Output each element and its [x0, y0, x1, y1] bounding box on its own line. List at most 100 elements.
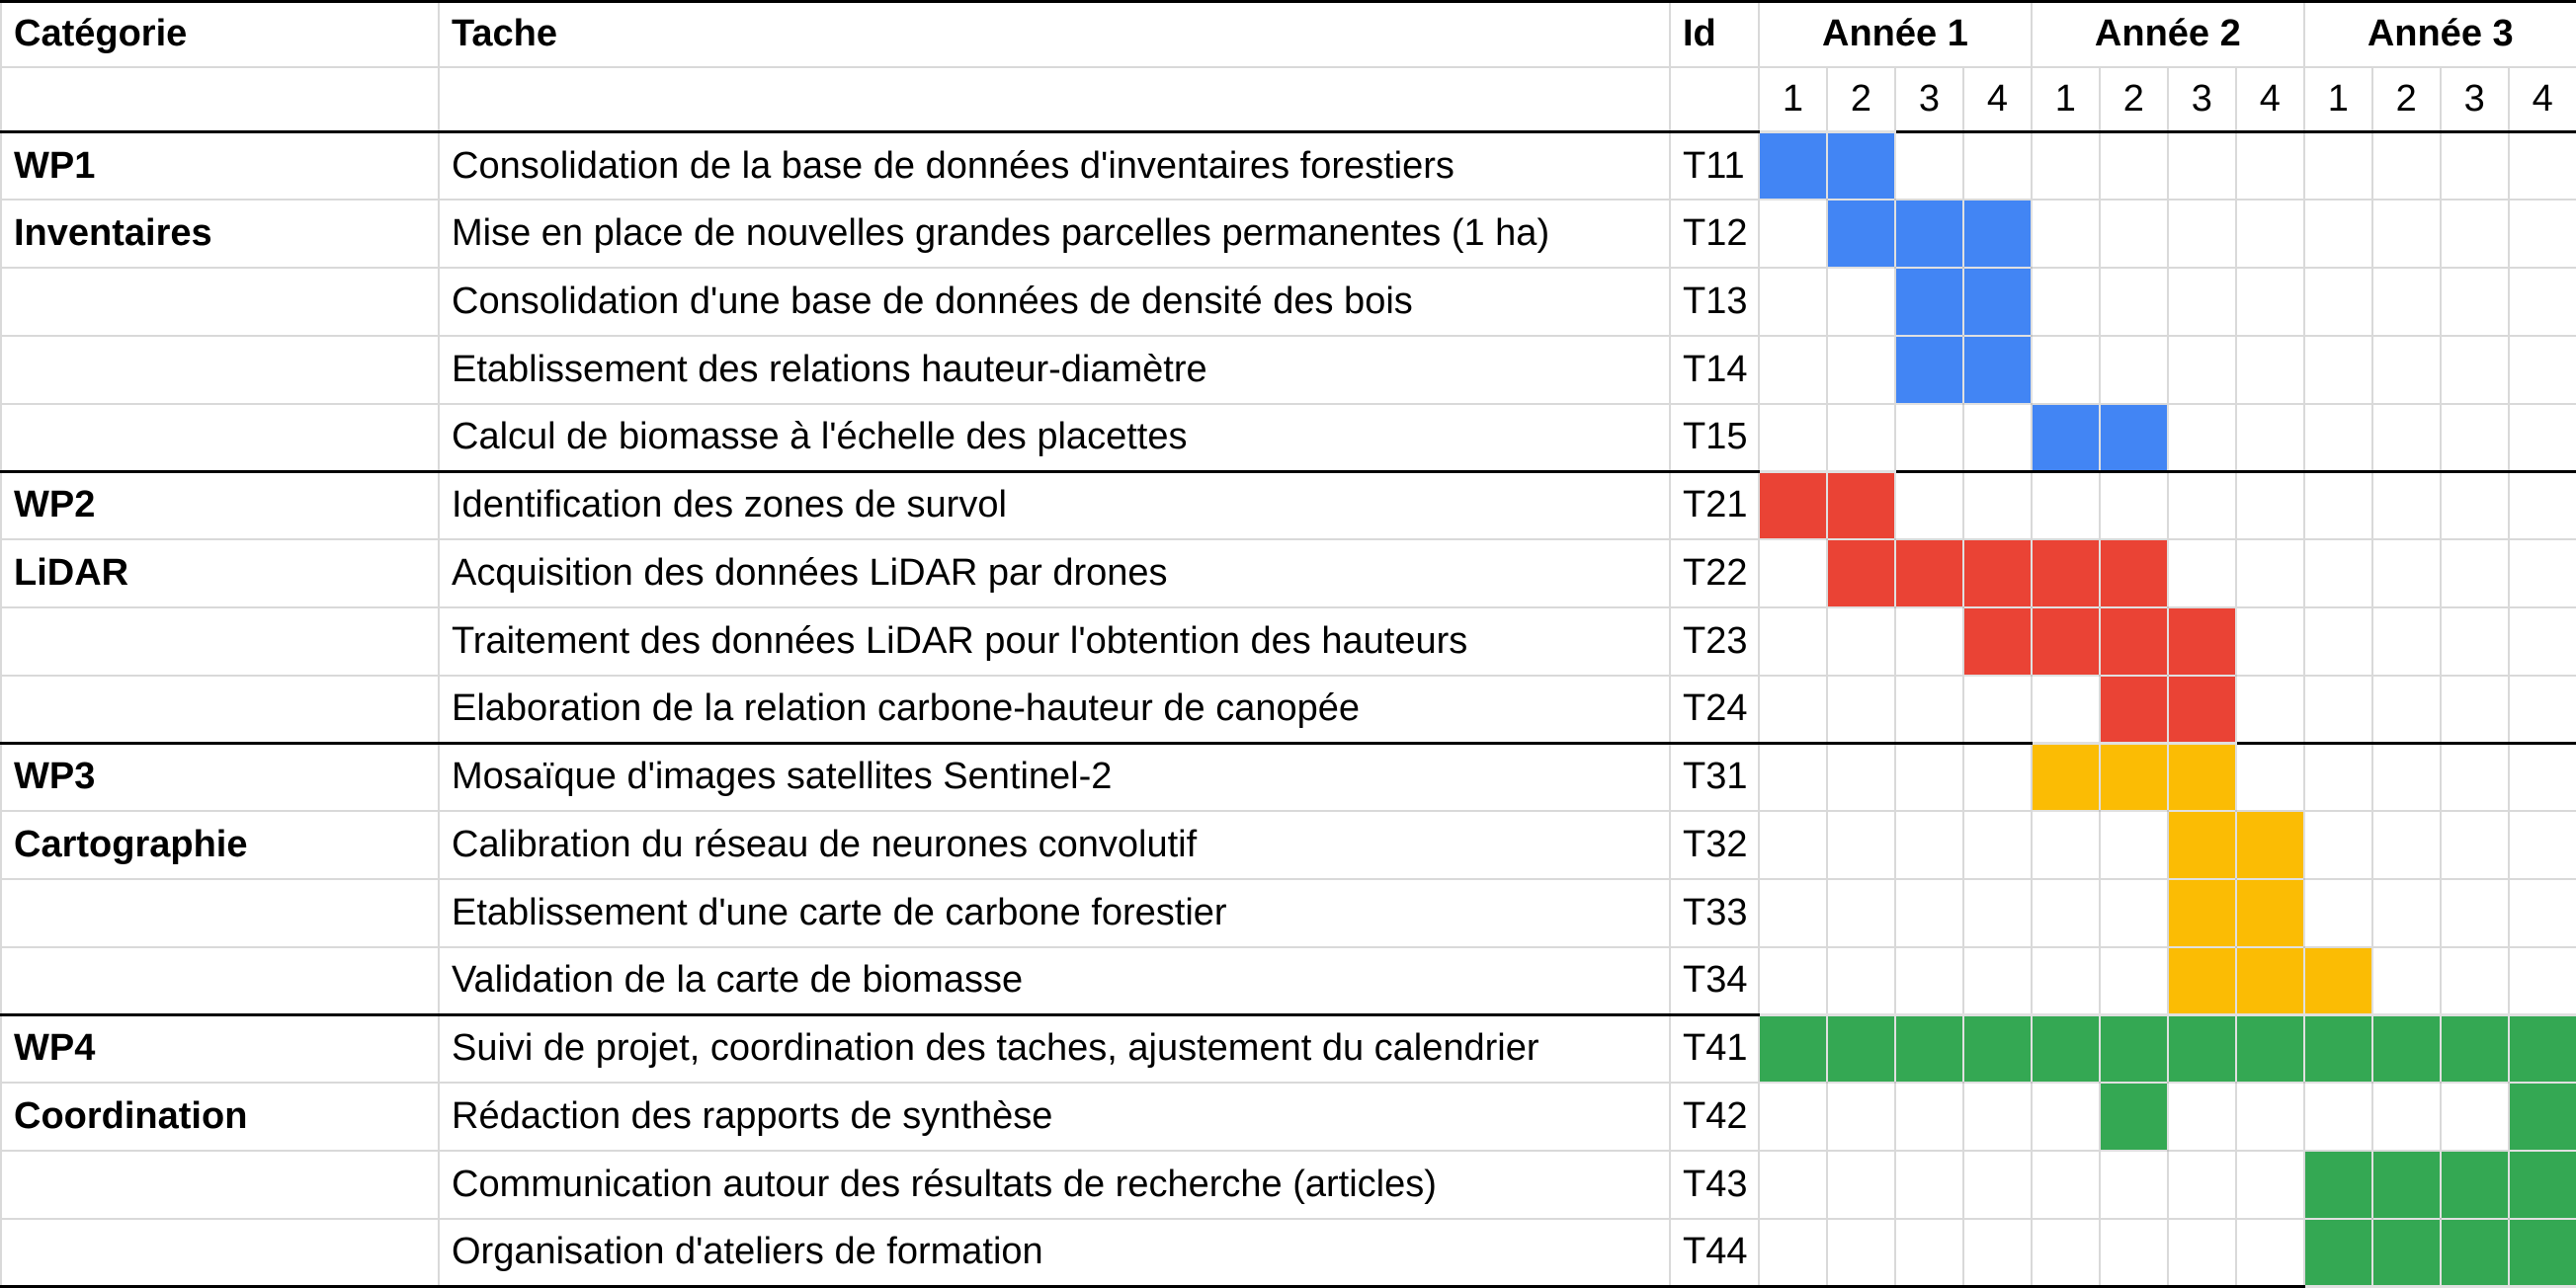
task-id: T24	[1669, 674, 1760, 745]
gantt-empty-cell	[1758, 810, 1828, 880]
gantt-empty-cell	[1961, 945, 2033, 1016]
quarter-header-y3-q4: 4	[2507, 65, 2576, 133]
gantt-empty-cell	[2370, 810, 2442, 880]
gantt-bar-cell	[2370, 1149, 2442, 1220]
gantt-empty-cell	[2439, 945, 2510, 1016]
gantt-bar-cell	[2166, 605, 2237, 677]
gantt-empty-cell	[2302, 1082, 2373, 1152]
gantt-empty-cell	[2234, 469, 2305, 540]
task-label: Validation de la carte de biomasse	[438, 945, 1671, 1016]
gantt-empty-cell	[2507, 334, 2576, 405]
task-row-t22: LiDAR Acquisition des données LiDAR par d…	[0, 538, 2576, 608]
task-label: Calcul de biomasse à l'échelle des place…	[438, 402, 1671, 473]
gantt-empty-cell	[2234, 674, 2305, 745]
gantt-empty-cell	[2234, 1082, 2305, 1152]
gantt-empty-cell	[2030, 469, 2101, 540]
gantt-empty-cell	[2166, 1149, 2237, 1220]
gantt-bar-cell	[2302, 1217, 2373, 1288]
gantt-empty-cell	[1961, 810, 2033, 880]
task-id: T43	[1669, 1149, 1760, 1220]
quarter-header-y2-q3: 3	[2166, 65, 2237, 133]
gantt-empty-cell	[2234, 605, 2305, 677]
task-row-t13: Consolidation d'une base de données de d…	[0, 267, 2576, 337]
gantt-bar-cell	[1825, 469, 1896, 540]
gantt-empty-cell	[2439, 402, 2510, 473]
gantt-bar-cell	[1961, 538, 2033, 608]
gantt-bar-cell	[1825, 538, 1896, 608]
gantt-empty-cell	[2166, 130, 2237, 201]
gantt-empty-cell	[2234, 334, 2305, 405]
gantt-empty-cell	[2098, 877, 2169, 948]
task-row-t12: Inventaires Mise en place de nouvelles gr…	[0, 199, 2576, 269]
task-label: Rédaction des rapports de synthèse	[438, 1082, 1671, 1152]
gantt-bar-cell	[1893, 334, 1964, 405]
task-label: Elaboration de la relation carbone-haute…	[438, 674, 1671, 745]
gantt-empty-cell	[2098, 1217, 2169, 1288]
task-id: T15	[1669, 402, 1760, 473]
gantt-empty-cell	[2507, 402, 2576, 473]
gantt-bar-cell	[2098, 674, 2169, 745]
gantt-empty-cell	[1758, 402, 1828, 473]
gantt-empty-cell	[1893, 402, 1964, 473]
category-empty-cell	[0, 1149, 440, 1220]
gantt-empty-cell	[1758, 877, 1828, 948]
gantt-bar-cell	[2370, 1012, 2442, 1084]
gantt-empty-cell	[2098, 945, 2169, 1016]
category-code: WP3	[0, 741, 440, 812]
gantt-bar-cell	[2030, 605, 2101, 677]
category-code: WP2	[0, 469, 440, 540]
gantt-empty-cell	[1893, 130, 1964, 201]
gantt-empty-cell	[1758, 1217, 1828, 1288]
gantt-bar-cell	[2234, 877, 2305, 948]
gantt-bar-cell	[2166, 945, 2237, 1016]
gantt-empty-cell	[2234, 267, 2305, 337]
gantt-empty-cell	[2234, 538, 2305, 608]
gantt-empty-cell	[1758, 334, 1828, 405]
gantt-empty-cell	[2507, 877, 2576, 948]
header-spacer	[1669, 65, 1760, 133]
gantt-empty-cell	[2098, 267, 2169, 337]
gantt-empty-cell	[2030, 1082, 2101, 1152]
gantt-empty-cell	[2370, 605, 2442, 677]
gantt-empty-cell	[1825, 945, 1896, 1016]
category-name: Coordination	[0, 1082, 440, 1152]
gantt-empty-cell	[2302, 538, 2373, 608]
task-id: T32	[1669, 810, 1760, 880]
gantt-empty-cell	[2030, 945, 2101, 1016]
gantt-empty-cell	[2370, 538, 2442, 608]
task-row-t24: Elaboration de la relation carbone-haute…	[0, 674, 2576, 745]
gantt-bar-cell	[2030, 538, 2101, 608]
gantt-empty-cell	[1961, 741, 2033, 812]
gantt-bar-cell	[2302, 945, 2373, 1016]
gantt-empty-cell	[1961, 469, 2033, 540]
task-label: Organisation d'ateliers de formation	[438, 1217, 1671, 1288]
gantt-bar-cell	[1893, 199, 1964, 269]
gantt-empty-cell	[2507, 130, 2576, 201]
gantt-empty-cell	[2166, 469, 2237, 540]
gantt-empty-cell	[2234, 1149, 2305, 1220]
gantt-empty-cell	[1825, 1217, 1896, 1288]
gantt-empty-cell	[1893, 1217, 1964, 1288]
task-label: Etablissement des relations hauteur-diam…	[438, 334, 1671, 405]
gantt-empty-cell	[1893, 741, 1964, 812]
gantt-empty-cell	[1961, 1217, 2033, 1288]
gantt-empty-cell	[2302, 199, 2373, 269]
task-row-t32: Cartographie Calibration du réseau de neu…	[0, 810, 2576, 880]
gantt-bar-cell	[2098, 605, 2169, 677]
task-label: Calibration du réseau de neurones convol…	[438, 810, 1671, 880]
gantt-bar-cell	[2030, 1012, 2101, 1084]
task-id: T42	[1669, 1082, 1760, 1152]
task-id: T31	[1669, 741, 1760, 812]
gantt-empty-cell	[2030, 1149, 2101, 1220]
gantt-empty-cell	[1961, 674, 2033, 745]
gantt-empty-cell	[2166, 1217, 2237, 1288]
category-empty-cell	[0, 605, 440, 677]
quarter-header-y2-q1: 1	[2030, 65, 2101, 133]
gantt-bar-cell	[2098, 741, 2169, 812]
gantt-bar-cell	[1961, 199, 2033, 269]
gantt-bar-cell	[1893, 538, 1964, 608]
gantt-empty-cell	[2030, 199, 2101, 269]
gantt-empty-cell	[2234, 199, 2305, 269]
column-header-category: Catégorie	[0, 0, 440, 68]
